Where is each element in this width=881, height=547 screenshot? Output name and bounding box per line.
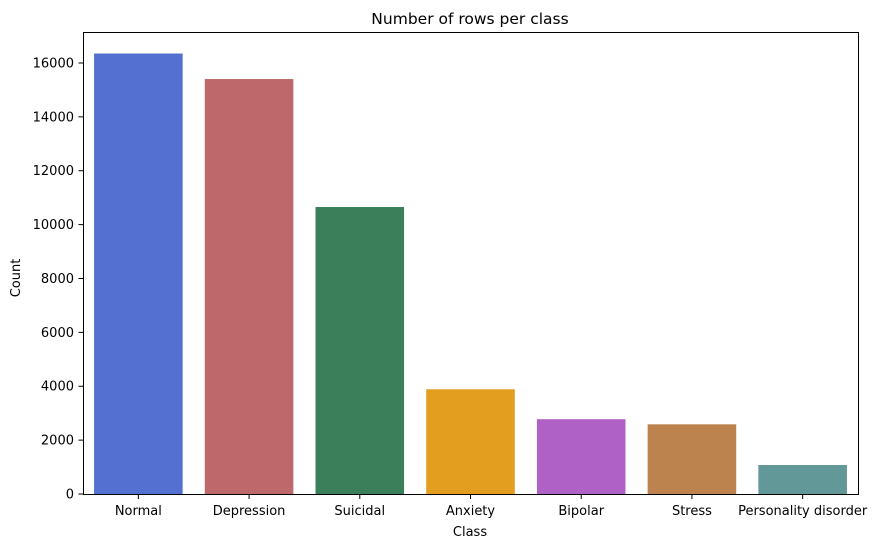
- x-tick-label: Stress: [672, 504, 712, 519]
- x-tick-label: Bipolar: [558, 504, 604, 519]
- y-tick-label: 0: [66, 488, 74, 503]
- bar-suicidal: [315, 207, 405, 494]
- bar-personality-disorder: [758, 464, 847, 494]
- y-tick-label: 4000: [41, 380, 74, 395]
- bar-anxiety: [426, 389, 515, 494]
- x-tick-label: Suicidal: [334, 504, 385, 519]
- bar-stress: [647, 424, 737, 494]
- bar-depression: [204, 79, 294, 495]
- plot-frame: [83, 32, 859, 495]
- x-tick-label: Normal: [115, 504, 162, 519]
- x-tick-label: Personality disorder: [738, 504, 868, 519]
- y-axis-ticks: 0 2000 4000 6000 8000 10000 12000 14000 16000: [33, 56, 84, 503]
- y-tick-label: 2000: [41, 434, 74, 449]
- y-tick-label: 8000: [41, 272, 74, 287]
- y-tick-label: 6000: [41, 326, 74, 341]
- y-axis-title: Count: [9, 259, 24, 298]
- bars-group: [94, 53, 847, 495]
- y-tick-label: 12000: [33, 164, 74, 179]
- x-tick-label: Depression: [213, 504, 286, 519]
- bar-normal: [94, 53, 183, 495]
- y-tick-label: 16000: [33, 56, 74, 71]
- y-tick-label: 10000: [33, 218, 74, 233]
- bar-bipolar: [536, 419, 626, 494]
- x-axis-title: Class: [453, 525, 487, 540]
- x-axis-ticks: Normal Depression Suicidal Anxiety Bipolar St…: [115, 494, 868, 519]
- chart-title: Number of rows per class: [371, 10, 568, 28]
- x-tick-label: Anxiety: [446, 504, 496, 519]
- y-tick-label: 14000: [33, 110, 74, 125]
